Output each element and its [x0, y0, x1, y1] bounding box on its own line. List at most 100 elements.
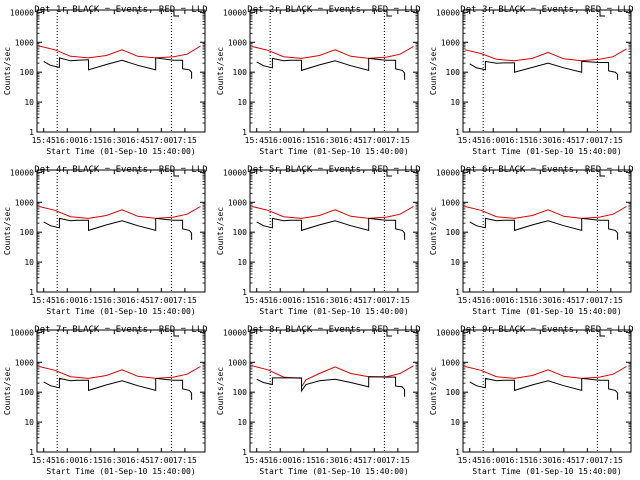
y-tick-label: 10000 — [223, 168, 247, 177]
y-axis-label: Counts/sec — [429, 207, 438, 255]
x-tick-label: 15:45 — [245, 136, 269, 145]
lld-series-line — [252, 46, 414, 59]
y-tick-label: 100 — [20, 388, 35, 397]
plot-frame — [462, 169, 632, 293]
y-tick-label: 1000 — [228, 198, 247, 207]
y-tick-label: 1 — [29, 288, 34, 297]
y-tick-label: 10 — [450, 418, 460, 427]
plot-frame — [249, 9, 419, 133]
y-axis-label: Counts/sec — [216, 207, 225, 255]
y-tick-label: 100 — [20, 68, 35, 77]
x-tick-label: 16:00 — [481, 296, 505, 305]
x-tick-label: 16:45 — [339, 456, 363, 465]
x-tick-label: 16:30 — [528, 456, 552, 465]
lld-series-line — [39, 206, 201, 219]
y-axis-label: Counts/sec — [216, 47, 225, 95]
y-axis-label: Counts/sec — [429, 367, 438, 415]
events-series-line — [256, 376, 406, 397]
x-tick-label: 17:00 — [149, 456, 173, 465]
y-tick-label: 1 — [242, 128, 247, 137]
x-tick-label: 16:15 — [292, 456, 316, 465]
detector-panel: Det 4r BLACK = Events, RED = LLD 1 10 100 10… — [3, 165, 208, 316]
x-tick-label: 17:00 — [575, 296, 599, 305]
legend-marker — [599, 11, 605, 17]
x-tick-label: 16:30 — [102, 456, 126, 465]
y-tick-label: 1 — [29, 448, 34, 457]
y-tick-label: 1 — [29, 128, 34, 137]
events-series-line — [43, 377, 193, 400]
x-tick-label: 15:45 — [458, 136, 482, 145]
y-tick-label: 1000 — [441, 38, 460, 47]
x-tick-label: 16:15 — [505, 296, 529, 305]
x-axis-label: Start Time (01-Sep-10 15:40:00) — [46, 147, 195, 156]
y-axis-label: Counts/sec — [429, 47, 438, 95]
panel-title: Det 7r BLACK = Events, RED = LLD — [34, 325, 207, 335]
y-tick-label: 10 — [237, 98, 247, 107]
x-axis-label: Start Time (01-Sep-10 15:40:00) — [46, 307, 195, 316]
x-tick-label: 16:30 — [315, 456, 339, 465]
x-tick-label: 16:30 — [315, 136, 339, 145]
y-tick-label: 1 — [455, 448, 460, 457]
panel-title: Det 9r BLACK = Events, RED = LLD — [460, 325, 633, 335]
x-tick-label: 15:45 — [32, 296, 56, 305]
detector-panel: Det 7r BLACK = Events, RED = LLD 1 10 100 10… — [3, 325, 208, 476]
panel-title: Det 2r BLACK = Events, RED = LLD — [247, 5, 420, 15]
x-tick-label: 15:45 — [458, 296, 482, 305]
legend-marker — [386, 11, 392, 17]
x-tick-label: 17:00 — [362, 456, 386, 465]
x-tick-label: 17:15 — [173, 456, 197, 465]
x-tick-label: 16:15 — [505, 136, 529, 145]
plot-frame — [462, 329, 632, 453]
y-axis-label: Counts/sec — [3, 207, 12, 255]
events-series-line — [43, 217, 193, 240]
x-tick-label: 16:15 — [79, 296, 103, 305]
detector-panel: Det 6r BLACK = Events, RED = LLD 1 10 100 10… — [429, 165, 634, 316]
lld-series-line — [465, 48, 627, 62]
x-tick-label: 16:00 — [55, 136, 79, 145]
detector-panel: Det 9r BLACK = Events, RED = LLD 1 10 100 10… — [429, 325, 634, 476]
y-axis-label: Counts/sec — [3, 47, 12, 95]
y-tick-label: 10 — [24, 258, 34, 267]
y-tick-label: 10000 — [10, 328, 34, 337]
y-axis-label: Counts/sec — [216, 367, 225, 415]
events-series-line — [43, 57, 193, 79]
x-axis-label: Start Time (01-Sep-10 15:40:00) — [472, 467, 621, 476]
legend-marker — [599, 331, 605, 337]
y-tick-label: 100 — [446, 228, 461, 237]
x-axis-label: Start Time (01-Sep-10 15:40:00) — [259, 307, 408, 316]
x-tick-label: 16:00 — [268, 456, 292, 465]
x-tick-label: 17:00 — [362, 136, 386, 145]
x-tick-label: 17:15 — [599, 456, 623, 465]
x-tick-label: 17:15 — [173, 136, 197, 145]
panel-title: Det 8r BLACK = Events, RED = LLD — [247, 325, 420, 335]
x-tick-label: 16:30 — [102, 296, 126, 305]
x-tick-label: 17:00 — [575, 136, 599, 145]
x-tick-label: 17:15 — [173, 296, 197, 305]
x-tick-label: 16:45 — [552, 456, 576, 465]
panel-title: Det 4r BLACK = Events, RED = LLD — [34, 165, 207, 175]
y-tick-label: 10000 — [436, 328, 460, 337]
events-series-line — [469, 377, 619, 400]
y-tick-label: 10000 — [10, 168, 34, 177]
y-tick-label: 10000 — [10, 8, 34, 17]
y-tick-label: 100 — [446, 68, 461, 77]
events-series-line — [469, 60, 619, 80]
x-tick-label: 16:15 — [79, 456, 103, 465]
plot-frame — [462, 9, 632, 133]
x-axis-label: Start Time (01-Sep-10 15:40:00) — [472, 147, 621, 156]
x-tick-label: 15:45 — [32, 136, 56, 145]
x-axis-label: Start Time (01-Sep-10 15:40:00) — [259, 467, 408, 476]
panel-title: Det 6r BLACK = Events, RED = LLD — [460, 165, 633, 175]
plot-frame — [249, 169, 419, 293]
detector-panel: Det 1r BLACK = Events, RED = LLD 1 10 100 10… — [3, 5, 208, 156]
y-tick-label: 1000 — [15, 198, 34, 207]
x-tick-label: 16:45 — [552, 136, 576, 145]
events-series-line — [469, 217, 619, 240]
x-tick-label: 16:45 — [126, 296, 150, 305]
x-tick-label: 15:45 — [245, 296, 269, 305]
plot-frame — [36, 169, 206, 293]
legend-marker — [386, 331, 392, 337]
events-series-line — [256, 217, 406, 240]
x-tick-label: 16:45 — [126, 456, 150, 465]
legend-marker — [173, 331, 179, 337]
